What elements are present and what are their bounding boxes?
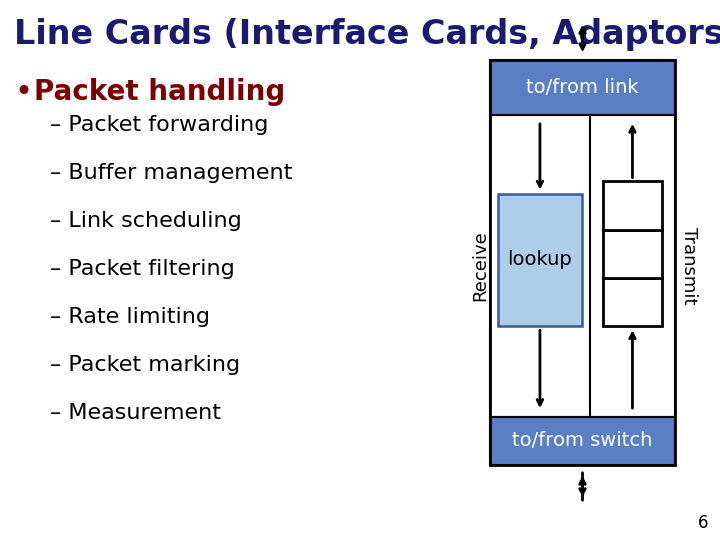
Text: – Measurement: – Measurement xyxy=(50,403,221,423)
Text: – Link scheduling: – Link scheduling xyxy=(50,211,242,231)
Text: – Packet marking: – Packet marking xyxy=(50,355,240,375)
Bar xyxy=(490,417,675,465)
Bar xyxy=(603,181,662,229)
Bar xyxy=(603,278,662,326)
Text: – Rate limiting: – Rate limiting xyxy=(50,307,210,327)
Text: 6: 6 xyxy=(698,514,708,532)
Bar xyxy=(490,115,675,417)
Text: Packet handling: Packet handling xyxy=(34,78,285,106)
Bar xyxy=(498,193,582,326)
Text: Transmit: Transmit xyxy=(680,227,698,305)
Bar xyxy=(603,230,662,278)
Text: Receive: Receive xyxy=(471,231,489,301)
Text: to/from switch: to/from switch xyxy=(513,431,653,450)
Bar xyxy=(490,60,675,465)
Text: – Buffer management: – Buffer management xyxy=(50,163,292,183)
Text: Line Cards (Interface Cards, Adaptors): Line Cards (Interface Cards, Adaptors) xyxy=(14,18,720,51)
Text: – Packet filtering: – Packet filtering xyxy=(50,259,235,279)
Text: – Packet forwarding: – Packet forwarding xyxy=(50,115,269,135)
Text: •: • xyxy=(14,78,32,107)
Bar xyxy=(490,60,675,115)
Text: lookup: lookup xyxy=(508,251,572,269)
Text: to/from link: to/from link xyxy=(526,78,639,97)
